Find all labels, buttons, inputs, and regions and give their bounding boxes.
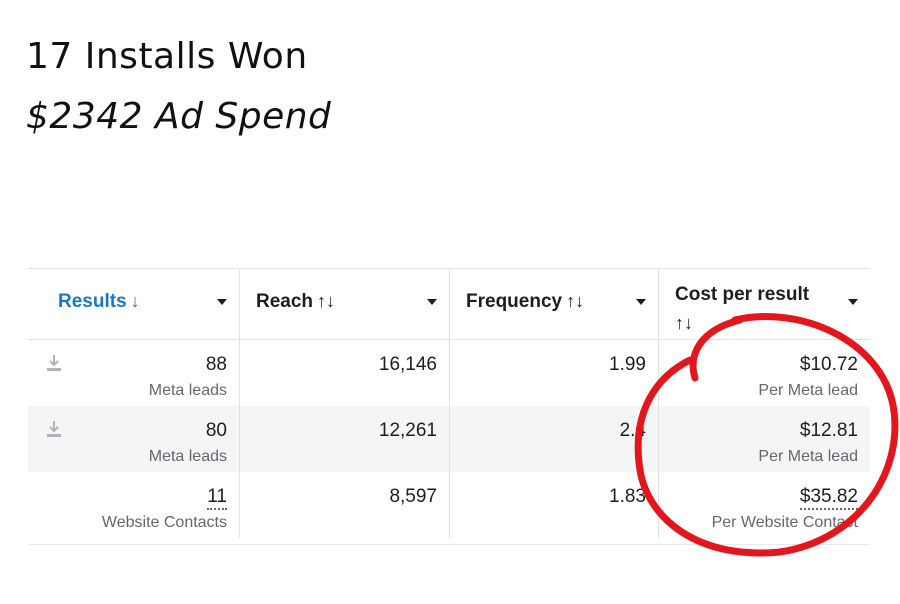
table-row[interactable]: 88 Meta leads 16,146 1.99 $10.72 Per Met… (28, 340, 870, 406)
reach-value: 12,261 (378, 420, 437, 441)
reach-header-label: Reach ↑↓ (256, 291, 336, 312)
cost-cell: $35.82 Per Website Contact (659, 472, 870, 538)
results-type: Website Contacts (101, 514, 227, 531)
results-cell: 88 Meta leads (28, 340, 240, 406)
table-row[interactable]: 11 Website Contacts 8,597 1.83 $35.82 Pe… (28, 472, 870, 538)
frequency-value: 2.4 (619, 420, 646, 441)
reach-cell: 12,261 (240, 406, 450, 472)
cost-label: Per Meta lead (758, 448, 858, 465)
column-menu-caret-icon[interactable] (848, 299, 858, 305)
frequency-header-label: Frequency ↑↓ (466, 291, 585, 312)
cost-cell: $12.81 Per Meta lead (659, 406, 870, 472)
reach-value: 16,146 (378, 354, 437, 375)
sort-toggle-icon: ↑↓ (317, 291, 336, 311)
cost-header-label: Cost per result ↑↓ (675, 284, 810, 333)
column-header-cost-per-result[interactable]: Cost per result ↑↓ (659, 269, 870, 339)
results-cell: 80 Meta leads (28, 406, 240, 472)
frequency-cell: 1.83 (450, 472, 659, 538)
table-header-row: Results ↓ Reach ↑↓ Frequency ↑↓ Cost per re… (28, 269, 870, 340)
cost-label: Per Website Contact (711, 514, 858, 531)
frequency-cell: 2.4 (450, 406, 659, 472)
table-row[interactable]: 80 Meta leads 12,261 2.4 $12.81 Per Meta… (28, 406, 870, 472)
ads-results-table: Results ↓ Reach ↑↓ Frequency ↑↓ Cost per re… (28, 268, 870, 545)
column-header-results[interactable]: Results ↓ (28, 269, 240, 339)
cost-value[interactable]: $35.82 (799, 486, 858, 510)
frequency-value: 1.99 (609, 354, 646, 375)
column-header-frequency[interactable]: Frequency ↑↓ (450, 269, 659, 339)
sort-toggle-icon: ↑↓ (675, 313, 693, 333)
results-value[interactable]: 11 (207, 486, 227, 510)
column-menu-caret-icon[interactable] (427, 299, 437, 305)
results-header-label: Results ↓ (58, 291, 140, 312)
cost-label: Per Meta lead (758, 382, 858, 399)
results-type: Meta leads (148, 382, 227, 399)
frequency-value: 1.83 (609, 486, 646, 507)
reach-cell: 16,146 (240, 340, 450, 406)
column-menu-caret-icon[interactable] (636, 299, 646, 305)
results-cell: 11 Website Contacts (28, 472, 240, 538)
reach-value: 8,597 (389, 486, 437, 507)
reach-cell: 8,597 (240, 472, 450, 538)
column-menu-caret-icon[interactable] (217, 299, 227, 305)
column-header-reach[interactable]: Reach ↑↓ (240, 269, 450, 339)
cost-cell: $10.72 Per Meta lead (659, 340, 870, 406)
installs-headline: 17 Installs Won (26, 36, 308, 77)
download-icon[interactable] (46, 420, 62, 438)
cost-value: $10.72 (799, 354, 858, 375)
cost-value: $12.81 (799, 420, 858, 441)
sort-toggle-icon: ↑↓ (566, 291, 585, 311)
results-type: Meta leads (148, 448, 227, 465)
download-icon[interactable] (46, 354, 62, 372)
ad-spend-headline: $2342 Ad Spend (26, 96, 332, 137)
sort-descending-icon: ↓ (130, 291, 140, 311)
results-value: 80 (205, 420, 227, 441)
frequency-cell: 1.99 (450, 340, 659, 406)
results-value: 88 (205, 354, 227, 375)
